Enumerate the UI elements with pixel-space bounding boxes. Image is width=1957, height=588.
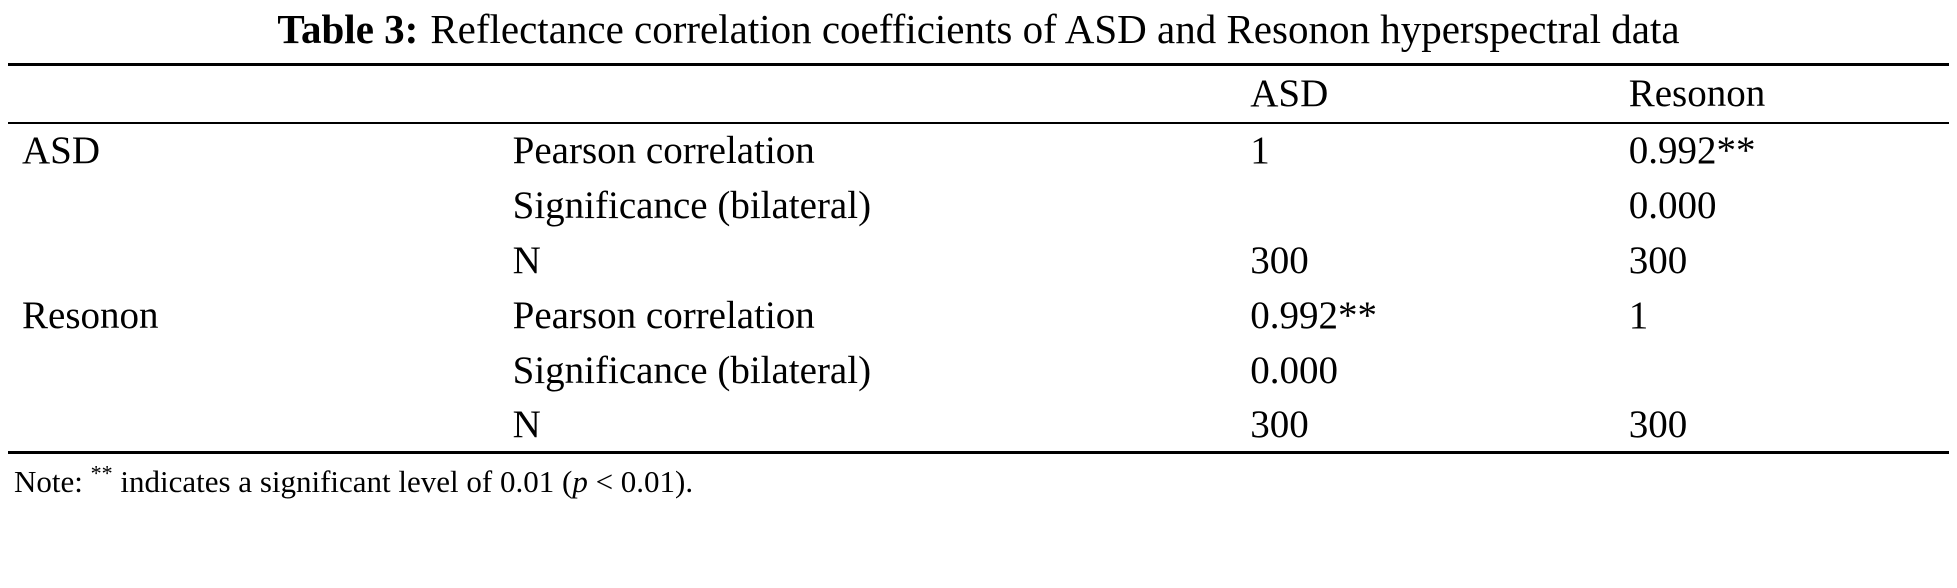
table-caption: Table 3: Reflectance correlation coeffici… <box>8 4 1949 54</box>
cell-resonon-value: 300 <box>1628 238 1688 282</box>
table-figure: Table 3: Reflectance correlation coeffici… <box>8 4 1949 501</box>
table-row: N 300 300 <box>8 233 1949 288</box>
table-title-text: Reflectance correlation coefficients of … <box>430 6 1680 52</box>
cell-stat: Significance (bilateral) <box>512 183 872 227</box>
cell-resonon-value: 1 <box>1628 293 1649 337</box>
cell-asd-value: 300 <box>1250 402 1309 446</box>
note-p-symbol: p <box>572 464 588 499</box>
cell-asd-value <box>1250 178 1628 233</box>
cell-group <box>8 233 513 288</box>
cell-group <box>8 398 513 453</box>
cell-asd-value: 300 <box>1250 238 1309 282</box>
cell-group <box>8 178 513 233</box>
header-empty-stat <box>512 64 1251 124</box>
note-suffix: < 0.01). <box>587 464 694 499</box>
cell-group: Resonon <box>22 293 159 337</box>
cell-stat: N <box>512 402 541 446</box>
table-row: Significance (bilateral) 0.000 <box>8 178 1949 233</box>
header-empty-group <box>8 64 513 124</box>
cell-resonon-value: 0.000 <box>1628 183 1717 227</box>
cell-resonon-value: 300 <box>1628 402 1688 446</box>
table-row: N 300 300 <box>8 398 1949 453</box>
note-body: indicates a significant level of 0.01 ( <box>112 464 573 499</box>
note-significance-stars: ** <box>90 460 113 486</box>
cell-resonon-value <box>1629 343 1949 398</box>
table-row: Resonon Pearson correlation 0.992** 1 <box>8 288 1949 343</box>
table-row: ASD Pearson correlation 1 0.992** <box>8 123 1949 178</box>
correlation-table: ASD Resonon ASD Pearson correlation 1 0.… <box>8 63 1949 454</box>
header-col-resonon: Resonon <box>1628 64 1949 124</box>
table-note: Note: ** indicates a significant level o… <box>8 460 1949 501</box>
cell-asd-value: 0.000 <box>1250 348 1338 392</box>
cell-group <box>8 343 513 398</box>
table-number: Table 3: <box>277 6 419 52</box>
cell-asd-value: 1 <box>1250 129 1270 172</box>
note-prefix: Note: <box>14 464 91 499</box>
cell-stat: Pearson correlation <box>512 293 815 337</box>
header-col-asd: ASD <box>1250 64 1629 124</box>
cell-stat: Pearson correlation <box>512 129 815 172</box>
cell-group: ASD <box>22 129 101 172</box>
cell-resonon-value: 0.992** <box>1628 129 1756 172</box>
cell-asd-value: 0.992** <box>1250 293 1377 337</box>
cell-stat: N <box>512 238 541 282</box>
header-row: ASD Resonon <box>8 64 1949 124</box>
table-row: Significance (bilateral) 0.000 <box>8 343 1949 398</box>
cell-stat: Significance (bilateral) <box>512 348 872 392</box>
